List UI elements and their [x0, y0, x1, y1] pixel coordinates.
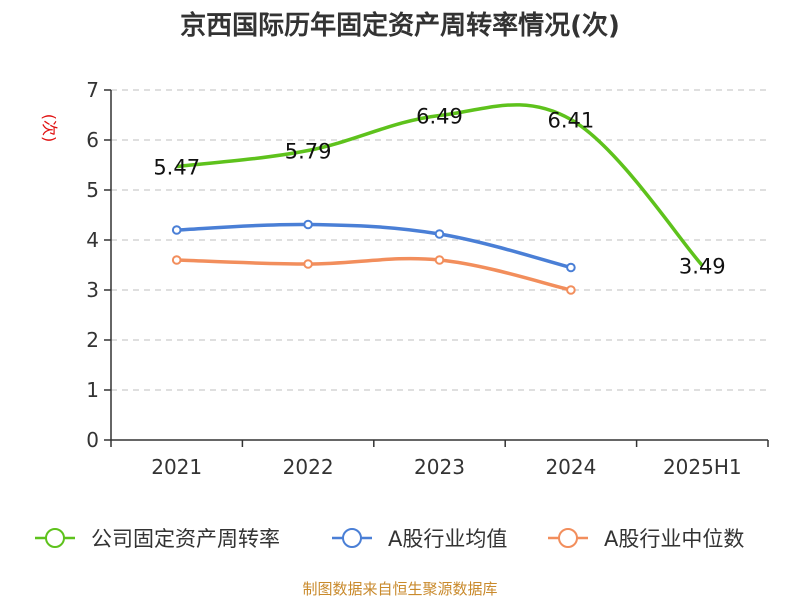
data-label: 6.41 — [548, 109, 595, 133]
y-tick-label: 6 — [86, 128, 99, 152]
data-point — [171, 225, 182, 235]
legend-label: A股行业中位数 — [604, 527, 744, 551]
y-tick-label: 7 — [86, 78, 99, 102]
legend-item-0: 公司固定资产周转率 — [35, 527, 280, 551]
data-point — [303, 259, 313, 269]
legend: 公司固定资产周转率 A股行业均值 A股行业中位数 — [35, 527, 744, 551]
y-tick-label: 0 — [86, 428, 99, 452]
grid — [111, 89, 768, 391]
legend-item-2: A股行业中位数 — [548, 527, 744, 551]
data-point — [171, 255, 182, 265]
legend-swatch-marker — [45, 528, 65, 548]
x-tick-label: 2024 — [545, 455, 596, 479]
y-tick-label: 1 — [86, 378, 99, 402]
y-tick-label: 2 — [86, 328, 99, 352]
data-label: 6.49 — [416, 105, 463, 129]
legend-swatch-marker — [558, 528, 578, 548]
y-axis-label: (次) — [40, 114, 59, 143]
data-point — [434, 255, 445, 265]
series-2 — [171, 255, 576, 295]
y-tick-label: 5 — [86, 178, 99, 202]
data-point — [566, 285, 576, 295]
x-tick-label: 2023 — [414, 455, 465, 479]
legend-label: A股行业均值 — [388, 527, 507, 551]
x-tick-label: 2025H1 — [663, 455, 742, 479]
legend-item-1: A股行业均值 — [332, 527, 507, 551]
axes: 0 1 2 3 4 5 6 7 2021 2022 2023 2024 2025H1 — [86, 78, 769, 479]
legend-label: 公司固定资产周转率 — [91, 527, 280, 551]
legend-swatch-marker — [342, 528, 362, 548]
x-tick-label: 2021 — [151, 455, 202, 479]
data-point — [434, 229, 445, 239]
chart-title: 京西国际历年固定资产周转率情况(次) — [180, 10, 620, 41]
series-0: 5.47 5.79 6.49 6.41 3.49 — [153, 103, 726, 279]
source-note: 制图数据来自恒生聚源数据库 — [302, 580, 497, 598]
data-point — [566, 262, 576, 273]
y-tick-label: 4 — [86, 228, 99, 252]
series-line — [176, 256, 572, 292]
series-line — [176, 222, 572, 270]
series-group: 5.47 5.79 6.49 6.41 3.49 — [153, 103, 726, 295]
data-label: 5.79 — [285, 140, 332, 164]
data-label: 5.47 — [153, 156, 200, 180]
series-1 — [171, 219, 576, 273]
data-point — [303, 219, 313, 230]
data-label: 3.49 — [679, 255, 726, 279]
series-line — [176, 103, 704, 267]
x-tick-label: 2022 — [283, 455, 334, 479]
y-tick-label: 3 — [86, 278, 99, 302]
